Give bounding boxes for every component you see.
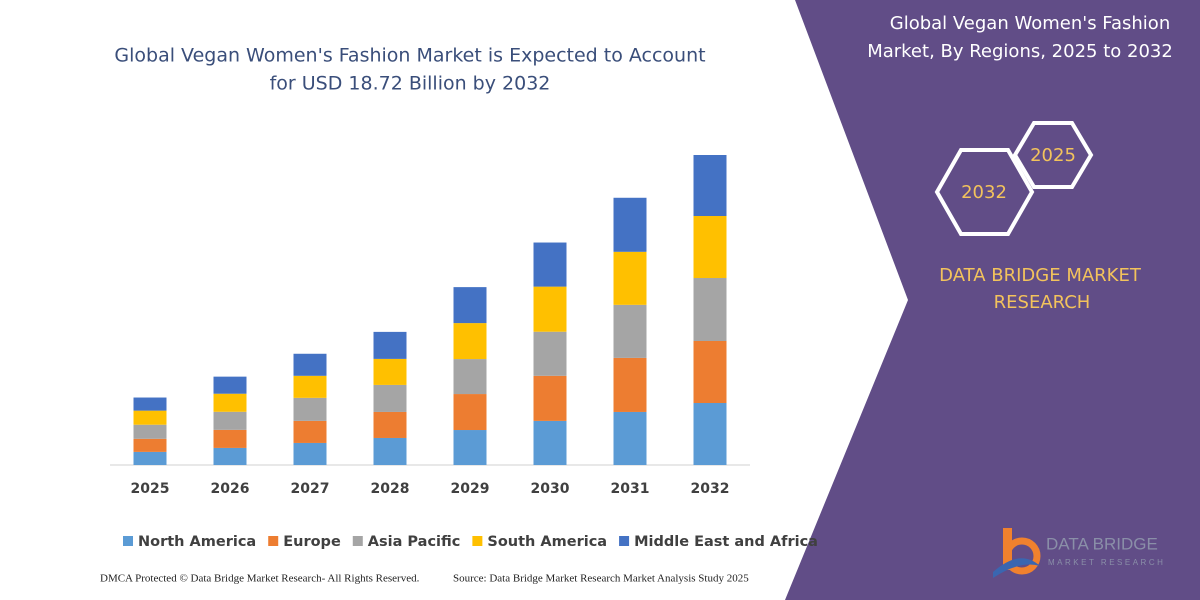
bar-segment: [613, 197, 647, 252]
bar-segment: [293, 375, 327, 398]
bar-segment: [453, 359, 487, 395]
legend-label: Asia Pacific: [368, 534, 461, 550]
bar-segment: [213, 376, 247, 394]
bar-segment: [213, 447, 247, 465]
x-tick-label: 2030: [531, 481, 570, 497]
bar-segment: [693, 155, 727, 217]
brand-line: DATA BRIDGE MARKET: [939, 265, 1142, 286]
legend-label: Middle East and Africa: [634, 534, 818, 550]
bar-segment: [133, 451, 167, 465]
bar-segment: [693, 278, 727, 341]
bar-segment: [373, 358, 407, 385]
bar-segment: [533, 420, 567, 465]
bar-segment: [293, 353, 327, 376]
bar-segment: [293, 397, 327, 421]
bar-segment: [373, 331, 407, 359]
legend-swatch: [619, 536, 630, 546]
hexagon: [934, 148, 1035, 236]
x-tick-label: 2029: [451, 481, 490, 497]
bar-segment: [213, 393, 247, 412]
bar-segment: [613, 304, 647, 358]
bar-segment: [613, 411, 647, 465]
bar-segment: [293, 420, 327, 443]
bar-segment: [373, 411, 407, 438]
logo: DATA BRIDGE MARKET RESEARCH: [993, 528, 1165, 578]
bar-segment: [453, 430, 487, 465]
side-panel: [785, 0, 1200, 600]
logo-text: MARKET RESEARCH: [1048, 558, 1165, 567]
hexagon: [1012, 121, 1094, 189]
brand-line: RESEARCH: [994, 292, 1091, 313]
bar-segment: [133, 397, 167, 411]
legend-swatch: [472, 536, 483, 546]
bar-segment: [693, 403, 727, 465]
logo-shape: [993, 558, 1040, 578]
x-tick-label: 2027: [291, 481, 330, 497]
bar-segment: [613, 357, 647, 412]
logo-shape: [1003, 537, 1041, 575]
legend-label: North America: [138, 534, 256, 550]
panel-title-line: Market, By Regions, 2025 to 2032: [867, 41, 1173, 62]
bar-segment: [533, 331, 567, 376]
x-tick-label: 2031: [611, 481, 650, 497]
bar-segment: [533, 242, 567, 287]
x-tick-label: 2025: [131, 481, 170, 497]
bar-segment: [213, 429, 247, 448]
bar-segment: [453, 287, 487, 324]
x-tick-label: 2028: [371, 481, 410, 497]
bar-segment: [693, 341, 727, 403]
bar-segment: [293, 442, 327, 465]
panel-title-line: Global Vegan Women's Fashion: [890, 13, 1170, 34]
bar-segment: [533, 286, 567, 332]
bar-segment: [373, 437, 407, 465]
x-tick-label: 2026: [211, 481, 250, 497]
footer-text: DMCA Protected © Data Bridge Market Rese…: [100, 573, 420, 585]
logo-text: DATA BRIDGE: [1046, 534, 1158, 553]
bar-segment: [133, 438, 167, 452]
hexagon-label: 2025: [1030, 145, 1076, 166]
chart-title-line: Global Vegan Women's Fashion Market is E…: [114, 45, 705, 67]
footer-text: Source: Data Bridge Market Research Mark…: [453, 573, 749, 585]
hexagon-label: 2032: [961, 182, 1007, 203]
bar-segment: [133, 424, 167, 439]
legend-label: Europe: [283, 534, 341, 550]
bar-segment: [373, 384, 407, 412]
bar-segment: [133, 410, 167, 425]
bar-segment: [613, 251, 647, 305]
legend-swatch: [123, 536, 133, 546]
chart-title-line: for USD 18.72 Billion by 2032: [270, 73, 551, 95]
bar-segment: [693, 216, 727, 279]
bar-segment: [213, 411, 247, 430]
legend-swatch: [268, 536, 279, 546]
x-tick-label: 2032: [691, 481, 730, 497]
bar-segment: [533, 375, 567, 421]
bar-segment: [453, 323, 487, 360]
legend-swatch: [352, 536, 363, 546]
legend-label: South America: [487, 534, 607, 550]
bar-segment: [453, 394, 487, 431]
